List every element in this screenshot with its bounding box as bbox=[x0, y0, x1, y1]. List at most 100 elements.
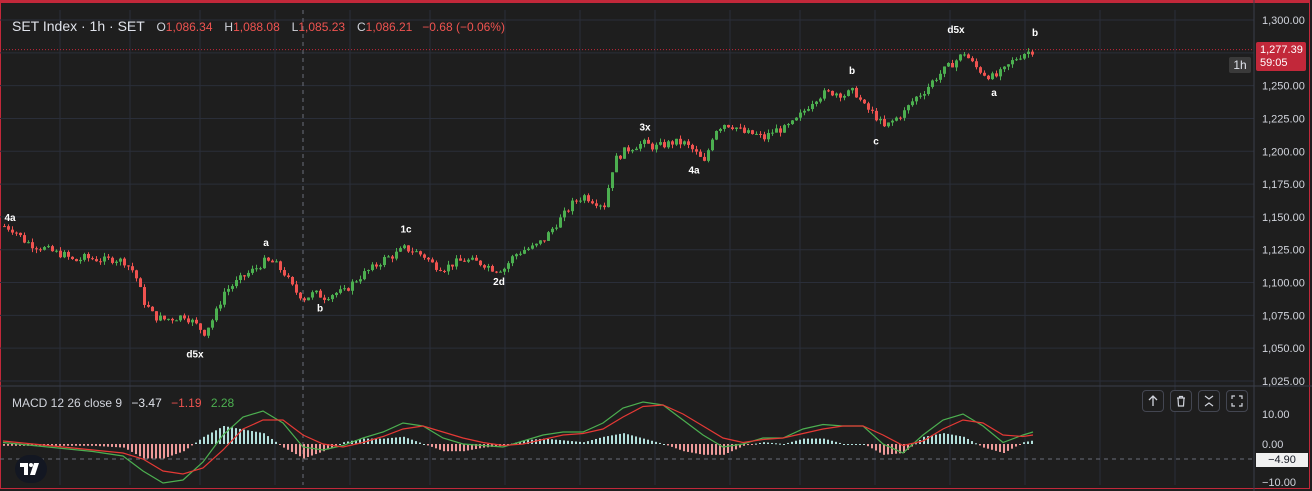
candle-body bbox=[371, 264, 374, 271]
macd-histogram-bar bbox=[655, 441, 657, 444]
delete-pane-button[interactable] bbox=[1170, 390, 1192, 412]
macd-histogram-bar bbox=[371, 438, 373, 444]
macd-histogram-bar bbox=[119, 444, 121, 448]
candle-body bbox=[115, 261, 118, 263]
candle-body bbox=[751, 130, 754, 135]
macd-histogram-bar bbox=[443, 444, 445, 452]
wave-label: 1c bbox=[400, 225, 412, 236]
macd-histogram-bar bbox=[1011, 444, 1013, 449]
macd-histogram-bar bbox=[115, 444, 117, 448]
macd-histogram-bar bbox=[327, 444, 329, 450]
tradingview-logo[interactable] bbox=[15, 455, 47, 483]
candle-body bbox=[615, 155, 618, 173]
macd-histogram-bar bbox=[139, 444, 141, 457]
candle-body bbox=[455, 258, 458, 267]
candle-body bbox=[711, 139, 714, 151]
price-tick-label: 1,175.00 bbox=[1262, 179, 1305, 191]
macd-histogram-bar bbox=[299, 444, 301, 457]
candle-body bbox=[919, 95, 922, 97]
macd-name[interactable]: MACD 12 26 close 9 bbox=[12, 396, 123, 410]
candle-body bbox=[307, 297, 310, 301]
candle-body bbox=[19, 232, 22, 236]
macd-histogram-bar bbox=[287, 444, 289, 450]
candle-body bbox=[747, 130, 750, 133]
candle-body bbox=[1027, 51, 1030, 54]
macd-histogram-bar bbox=[723, 444, 725, 455]
candle-body bbox=[391, 256, 394, 259]
macd-histogram-bar bbox=[147, 444, 149, 459]
low-label: L bbox=[291, 20, 299, 34]
move-up-button[interactable] bbox=[1142, 390, 1164, 412]
wave-label: a bbox=[263, 238, 269, 249]
macd-histogram-bar bbox=[687, 444, 689, 452]
macd-histogram-bar bbox=[675, 444, 677, 449]
timeframe-badge[interactable]: 1h bbox=[1229, 57, 1251, 73]
candle-body bbox=[531, 245, 534, 249]
macd-histogram-bar bbox=[883, 444, 885, 455]
candle-body bbox=[975, 61, 978, 68]
wave-label: 4a bbox=[4, 213, 16, 224]
candle-body bbox=[727, 124, 730, 128]
wave-label: 3x bbox=[639, 122, 651, 133]
wave-label: 2d bbox=[493, 277, 505, 288]
macd-tick-label: 10.00 bbox=[1262, 409, 1290, 421]
candle-body bbox=[959, 54, 962, 61]
collapse-pane-button[interactable] bbox=[1198, 390, 1220, 412]
candle-body bbox=[515, 254, 518, 257]
candle-body bbox=[967, 54, 970, 59]
candle-body bbox=[491, 266, 494, 272]
macd-histogram-bar bbox=[427, 444, 429, 446]
candle-body bbox=[563, 210, 566, 218]
candle-body bbox=[23, 235, 26, 243]
candle-body bbox=[167, 318, 170, 320]
candle-body bbox=[595, 203, 598, 206]
macd-histogram-bar bbox=[587, 441, 589, 444]
maximize-pane-button[interactable] bbox=[1226, 390, 1248, 412]
macd-histogram-bar bbox=[1003, 444, 1005, 453]
candle-body bbox=[695, 149, 698, 152]
macd-histogram-bar bbox=[547, 438, 549, 444]
candle-body bbox=[783, 125, 786, 133]
macd-histogram-bar bbox=[507, 444, 509, 445]
candle-body bbox=[527, 248, 530, 251]
macd-histogram-bar bbox=[947, 433, 949, 444]
candle-body bbox=[111, 257, 114, 263]
macd-histogram-bar bbox=[291, 444, 293, 452]
macd-histogram-bar bbox=[183, 444, 185, 452]
macd-histogram-bar bbox=[627, 434, 629, 444]
candle-body bbox=[931, 80, 934, 87]
macd-histogram-bar bbox=[899, 444, 901, 454]
candle-body bbox=[811, 104, 814, 110]
macd-histogram-bar bbox=[639, 437, 641, 444]
macd-histogram-bar bbox=[355, 440, 357, 444]
symbol-title[interactable]: SET Index · 1h · SET bbox=[12, 18, 145, 34]
wave-label: c bbox=[873, 137, 879, 148]
macd-histogram-bar bbox=[743, 444, 745, 446]
macd-histogram-bar bbox=[819, 438, 821, 444]
candle-body bbox=[35, 248, 38, 250]
candle-body bbox=[235, 280, 238, 287]
candle-body bbox=[667, 141, 670, 148]
macd-histogram-bar bbox=[827, 439, 829, 444]
macd-histogram-bar bbox=[575, 441, 577, 444]
signal-line bbox=[2, 404, 1034, 475]
macd-histogram-bar bbox=[619, 433, 621, 444]
macd-histogram-bar bbox=[859, 444, 861, 445]
candle-body bbox=[619, 155, 622, 159]
candle-body bbox=[355, 281, 358, 283]
macd-histogram-bar bbox=[1023, 442, 1025, 444]
macd-histogram-bar bbox=[631, 435, 633, 444]
candle-body bbox=[483, 265, 486, 268]
candle-body bbox=[547, 232, 550, 241]
candle-body bbox=[443, 270, 446, 272]
candle-body bbox=[31, 242, 34, 249]
candle-body bbox=[587, 195, 590, 202]
candle-body bbox=[43, 247, 46, 250]
macd-histogram-bar bbox=[375, 438, 377, 444]
candle-body bbox=[331, 295, 334, 300]
macd-histogram-bar bbox=[595, 438, 597, 444]
candle-body bbox=[879, 119, 882, 121]
macd-histogram-bar bbox=[643, 438, 645, 444]
macd-histogram-bar bbox=[875, 444, 877, 451]
